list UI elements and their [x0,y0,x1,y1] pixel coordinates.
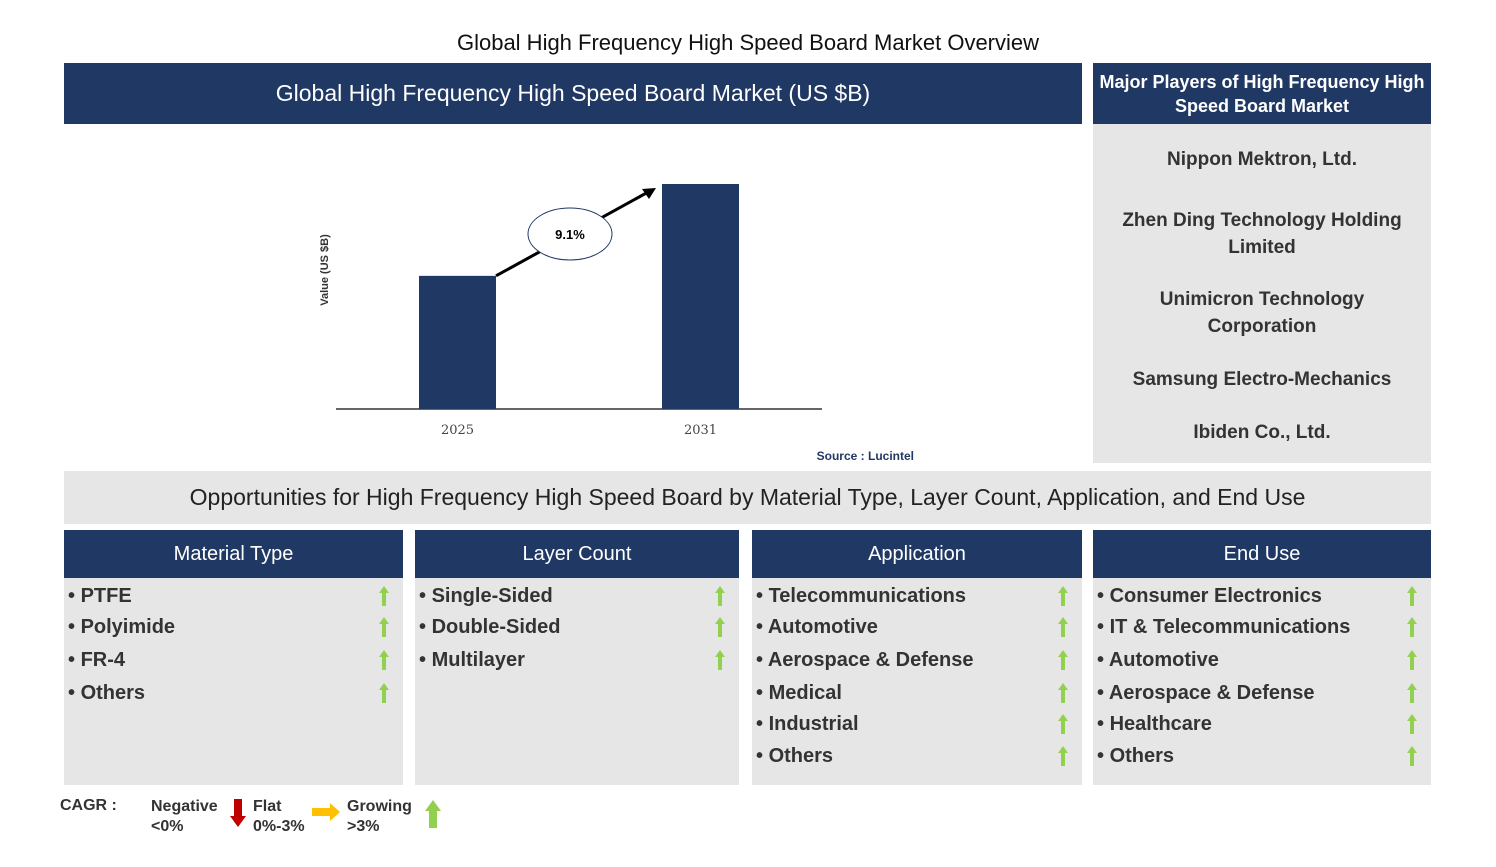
segment-item-label: IT & Telecommunications [1109,616,1351,638]
bar-chart: Value (US $B) 2025 2031 9.1% Source : Luc… [319,184,914,463]
bar-2031 [662,184,739,409]
segment-item: • Others [1097,745,1175,767]
segment-item: • Aerospace & Defense [756,649,974,671]
cagr-label: 9.1% [555,227,585,242]
segment-header: End Use [1093,530,1431,578]
legend-flat-range: 0%-3% [253,818,305,835]
segment-item-label: Medical [768,682,842,704]
cagr-arrowhead [642,188,656,199]
players-panel: Nippon Mektron, Ltd. Zhen Ding Technolog… [1093,124,1431,463]
player-item: Zhen Ding Technology Holding Limited [1122,210,1402,258]
green-up-arrow-icon [1058,650,1068,670]
green-up-arrow-icon [715,650,725,670]
segment-item-label: PTFE [80,585,132,607]
segment-item-label: Aerospace & Defense [1108,682,1315,704]
segment-item: • FR-4 [68,649,126,671]
cagr-bubble [527,207,613,261]
green-up-arrow-icon [1058,714,1068,734]
green-up-arrow-icon [379,586,389,606]
green-up-arrow-icon [425,800,441,828]
green-up-arrow-icon [1407,617,1417,637]
green-up-arrow-icon [1407,746,1417,766]
segment-item: • Double-Sided [419,616,561,638]
bar-2025 [419,275,496,409]
green-up-arrow-icon [379,650,389,670]
segment-item: • Industrial [756,713,859,735]
segment-header: Material Type [64,530,403,578]
green-up-arrow-icon [1058,586,1068,606]
segment-panel: • Consumer Electronics • IT & Telecommuni… [1093,578,1431,785]
yellow-right-arrow-icon [312,803,340,821]
segment-item: • Telecommunications [756,585,967,607]
segment-item-label: Double-Sided [431,616,561,638]
source-label: Source : Lucintel [817,449,914,463]
segment-item-label: FR-4 [80,649,126,671]
player-item: Nippon Mektron, Ltd. [1167,149,1357,170]
green-up-arrow-icon [379,683,389,703]
segment-item: • Consumer Electronics [1097,585,1322,607]
green-up-arrow-icon [1407,650,1417,670]
green-up-arrow-icon [715,586,725,606]
segment-item-label: Industrial [768,713,859,735]
segment-item: • Multilayer [419,649,525,671]
legend-flat-text: Flat [253,798,282,815]
segment-item: • IT & Telecommunications [1097,616,1351,638]
segment-item: • Healthcare [1097,713,1212,735]
legend-growing-text: Growing [347,798,412,815]
segment-item-label: Consumer Electronics [1109,585,1322,607]
legend-cagr-label: CAGR : [60,797,117,814]
green-up-arrow-icon [1058,683,1068,703]
green-up-arrow-icon [1407,586,1417,606]
segment-item-label: Aerospace & Defense [767,649,974,671]
segment-panel: • Telecommunications • Automotive • Aerosp… [752,578,1082,785]
segment-item-label: Others [768,745,834,767]
segment-item-label: Automotive [767,616,878,638]
segment-header: Application [752,530,1082,578]
legend-flat: Flat 0%-3% [253,797,305,837]
red-down-arrow-icon [230,799,246,827]
players-header: Major Players of High Frequency High Spe… [1093,63,1431,124]
segment-header: Layer Count [415,530,739,578]
legend-negative-text: Negative [151,798,218,815]
opportunities-title: Opportunities for High Frequency High Sp… [64,471,1431,524]
segment-item-label: Automotive [1108,649,1219,671]
legend-negative-range: <0% [151,818,184,835]
green-up-arrow-icon [1058,617,1068,637]
segment-item: • Others [68,682,146,704]
segment-item: • Single-Sided [419,585,553,607]
segment-item-label: Single-Sided [431,585,553,607]
legend-growing: Growing >3% [347,797,412,837]
page-title: Global High Frequency High Speed Board M… [456,30,1040,55]
green-up-arrow-icon [1407,683,1417,703]
segment-item: • Automotive [1097,649,1219,671]
segment-panel: • Single-Sided • Double-Sided • Multilayer [415,578,739,785]
chart-header: Global High Frequency High Speed Board M… [64,63,1082,124]
y-axis-label: Value (US $B) [319,234,331,306]
x-tick-label: 2031 [684,423,717,438]
segment-item-label: Others [1109,745,1175,767]
segment-item: • PTFE [68,585,132,607]
segment-item: • Polyimide [68,616,176,638]
x-tick-label: 2025 [441,423,474,438]
segment-item: • Others [756,745,834,767]
player-item: Unimicron Technology Corporation [1159,289,1365,337]
segment-item-label: Others [80,682,146,704]
green-up-arrow-icon [1407,714,1417,734]
segment-item-label: Polyimide [80,616,176,638]
player-item: Ibiden Co., Ltd. [1193,422,1331,443]
green-up-arrow-icon [1058,746,1068,766]
segment-item-label: Healthcare [1109,713,1212,735]
segment-item-label: Telecommunications [768,585,967,607]
green-up-arrow-icon [379,617,389,637]
legend-growing-range: >3% [347,818,380,835]
segment-panel: • PTFE • Polyimide • FR-4 • Others [64,578,403,785]
segment-item: • Automotive [756,616,878,638]
segment-item: • Aerospace & Defense [1097,682,1315,704]
green-up-arrow-icon [715,617,725,637]
player-item: Samsung Electro-Mechanics [1132,369,1392,390]
segment-item: • Medical [756,682,842,704]
segment-item-label: Multilayer [431,649,525,671]
legend-negative: Negative <0% [151,797,218,837]
